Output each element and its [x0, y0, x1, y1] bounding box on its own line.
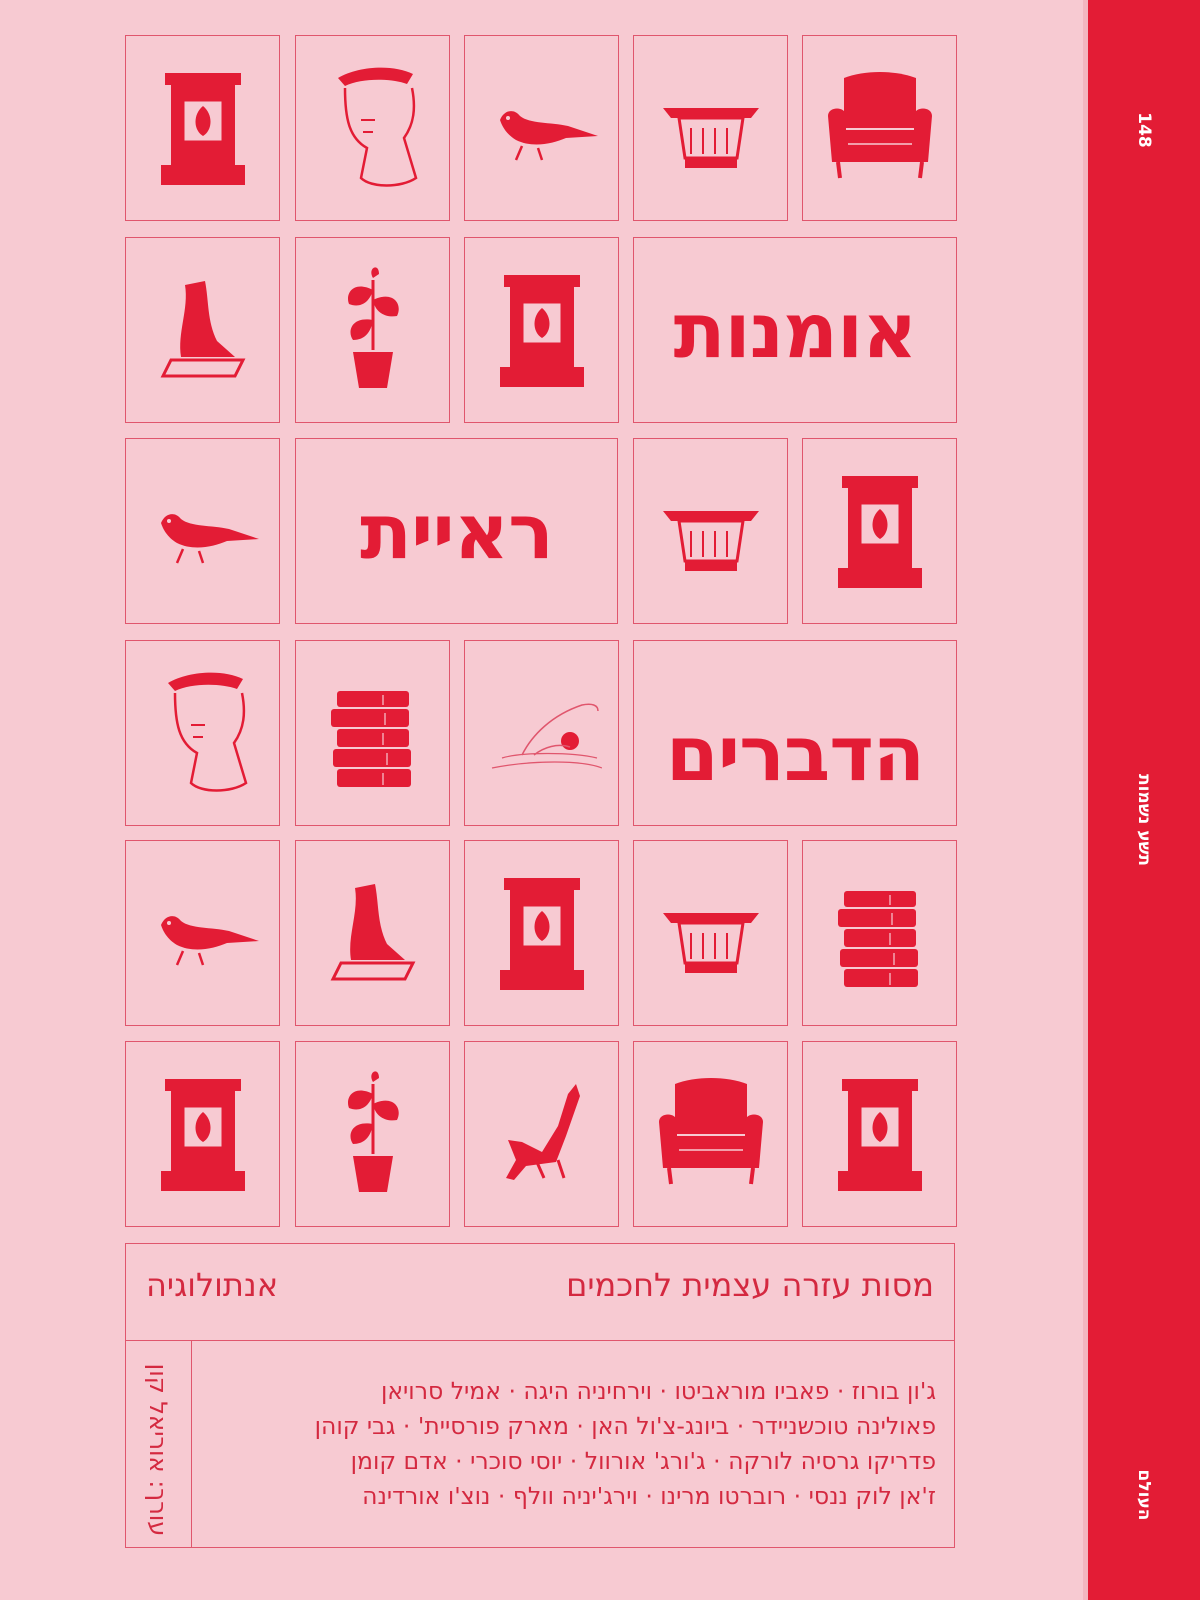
title-cell-3: הדברים — [633, 640, 957, 826]
pedestal-icon — [143, 58, 263, 198]
author-line: פדריקו גרסיה לורקה · ג'ורג' אורוול · יוס… — [350, 1447, 936, 1475]
icon-cell — [464, 840, 619, 1026]
editor-credit: עורך: אוריאל קון — [144, 1363, 172, 1537]
icon-cell — [125, 237, 280, 423]
author-list: ג'ון בורוז · פאביו מוראביטו · וירחיניה ה… — [196, 1374, 936, 1514]
bust-icon — [143, 663, 263, 803]
books-icon — [820, 863, 940, 1003]
potted-plant-icon — [313, 1064, 433, 1204]
icon-cell — [633, 840, 788, 1026]
origami-cat-icon — [482, 1064, 602, 1204]
icon-cell — [125, 640, 280, 826]
author-line: פאולינה טוכשניידר · ביונג-צ'ול האן · מאר… — [314, 1412, 936, 1440]
spine-series: תשע נשמות — [1134, 773, 1154, 867]
armchair-icon — [820, 58, 940, 198]
pigeon-icon — [143, 863, 263, 1003]
icon-cell — [633, 35, 788, 221]
spine-publisher: העולם — [1134, 1469, 1154, 1521]
icon-cell — [464, 1041, 619, 1227]
pigeon-icon — [143, 461, 263, 601]
pedestal-icon — [482, 260, 602, 400]
icon-cell — [802, 35, 957, 221]
potted-plant-icon — [313, 260, 433, 400]
icon-cell — [464, 35, 619, 221]
icon-cell — [125, 35, 280, 221]
icon-cell — [125, 840, 280, 1026]
foot-statue-icon — [313, 863, 433, 1003]
subtitle: מסות עזרה עצמית לחכמים — [566, 1266, 934, 1304]
column-capital-icon — [651, 58, 771, 198]
column-capital-icon — [651, 863, 771, 1003]
icon-cell — [802, 438, 957, 624]
icon-cell — [295, 35, 450, 221]
icon-cell — [295, 640, 450, 826]
icon-cell — [295, 840, 450, 1026]
swimmer-icon — [482, 663, 602, 803]
icon-cell — [295, 237, 450, 423]
pedestal-icon — [482, 863, 602, 1003]
title-word-2: ראיית — [360, 486, 554, 576]
icon-cell — [633, 1041, 788, 1227]
book-spine — [1088, 0, 1200, 1600]
author-line: ז'אן לוק ננסי · רוברטו מרינו · וירג'יניה… — [362, 1482, 936, 1510]
pigeon-icon — [482, 58, 602, 198]
genre-label: אנתולוגיה — [146, 1266, 279, 1304]
title-word-1: אומנות — [673, 285, 918, 375]
pedestal-icon — [820, 1064, 940, 1204]
editor-column: עורך: אוריאל קון — [126, 1340, 192, 1547]
author-line: ג'ון בורוז · פאביו מוראביטו · וירחיניה ה… — [380, 1377, 936, 1405]
icon-cell — [802, 1041, 957, 1227]
title-cell-2: ראיית — [295, 438, 618, 624]
subtitle-row: מסות עזרה עצמית לחכמים אנתולוגיה — [126, 1244, 954, 1341]
foot-statue-icon — [143, 260, 263, 400]
pedestal-icon — [820, 461, 940, 601]
info-box: מסות עזרה עצמית לחכמים אנתולוגיה עורך: א… — [125, 1243, 955, 1548]
icon-cell — [633, 438, 788, 624]
bust-icon — [313, 58, 433, 198]
icon-cell — [464, 237, 619, 423]
armchair-icon — [651, 1064, 771, 1204]
spine-number: 148 — [1134, 112, 1154, 148]
spine-fold — [1083, 0, 1088, 1600]
icon-cell — [802, 840, 957, 1026]
icon-cell — [295, 1041, 450, 1227]
icon-cell — [125, 438, 280, 624]
title-word-3: הדברים — [665, 708, 925, 798]
column-capital-icon — [651, 461, 771, 601]
icon-cell — [464, 640, 619, 826]
books-icon — [313, 663, 433, 803]
icon-cell — [125, 1041, 280, 1227]
title-cell-1: אומנות — [633, 237, 957, 423]
pedestal-icon — [143, 1064, 263, 1204]
